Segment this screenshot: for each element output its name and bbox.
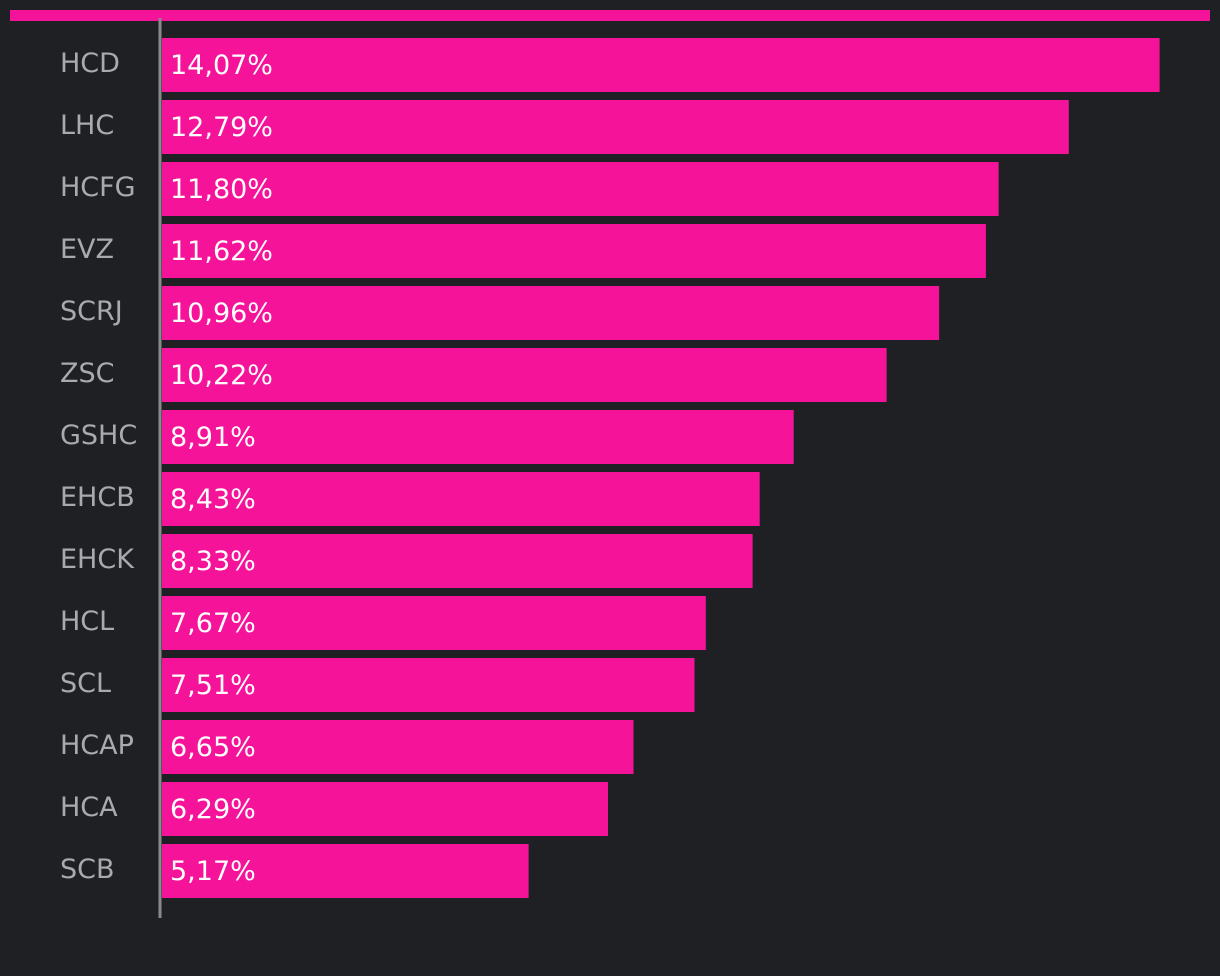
- bar-ehcb: [162, 472, 760, 526]
- category-label-lhc: LHC: [60, 110, 114, 141]
- category-labels-group: HCD LHC HCFG EVZ SCRJ ZSC GSHC EHCB EHCK HCL SCL HC…: [60, 48, 137, 885]
- value-label-zsc: 10,22%: [170, 360, 273, 391]
- category-label-zsc: ZSC: [60, 358, 115, 389]
- bar-scb: [162, 844, 529, 898]
- category-label-hcd: HCD: [60, 48, 120, 79]
- category-label-hcap: HCAP: [60, 730, 134, 761]
- value-labels-group: 14,07% 12,79% 11,80% 11,62% 10,96% 10,22% 8,91…: [170, 50, 273, 887]
- category-label-scl: SCL: [60, 668, 111, 699]
- category-label-evz: EVZ: [60, 234, 114, 265]
- value-label-gshc: 8,91%: [170, 422, 256, 453]
- category-label-scrj: SCRJ: [60, 296, 123, 327]
- bar-hcfg: [162, 162, 999, 216]
- value-label-hcap: 6,65%: [170, 732, 256, 763]
- bar-ehck: [162, 534, 753, 588]
- category-label-scb: SCB: [60, 854, 115, 885]
- bars-group: [162, 38, 1160, 898]
- bar-hcap: [162, 720, 634, 774]
- category-label-ehck: EHCK: [60, 544, 135, 575]
- top-accent-rule: [10, 10, 1210, 21]
- value-label-ehck: 8,33%: [170, 546, 256, 577]
- value-label-hcl: 7,67%: [170, 608, 256, 639]
- value-label-evz: 11,62%: [170, 236, 273, 267]
- bar-zsc: [162, 348, 887, 402]
- value-label-scb: 5,17%: [170, 856, 256, 887]
- category-label-hcfg: HCFG: [60, 172, 136, 203]
- category-label-gshc: GSHC: [60, 420, 137, 451]
- category-label-hca: HCA: [60, 792, 118, 823]
- value-label-hcd: 14,07%: [170, 50, 273, 81]
- bar-scrj: [162, 286, 940, 340]
- bar-scl: [162, 658, 695, 712]
- value-label-ehcb: 8,43%: [170, 484, 256, 515]
- value-label-hcfg: 11,80%: [170, 174, 273, 205]
- bar-lhc: [162, 100, 1069, 154]
- category-label-ehcb: EHCB: [60, 482, 135, 513]
- bar-hcl: [162, 596, 706, 650]
- bar-hcd: [162, 38, 1160, 92]
- bar-evz: [162, 224, 986, 278]
- value-label-scl: 7,51%: [170, 670, 256, 701]
- category-label-hcl: HCL: [60, 606, 114, 637]
- bar-hca: [162, 782, 608, 836]
- value-label-lhc: 12,79%: [170, 112, 273, 143]
- value-label-scrj: 10,96%: [170, 298, 273, 329]
- value-label-hca: 6,29%: [170, 794, 256, 825]
- bar-gshc: [162, 410, 794, 464]
